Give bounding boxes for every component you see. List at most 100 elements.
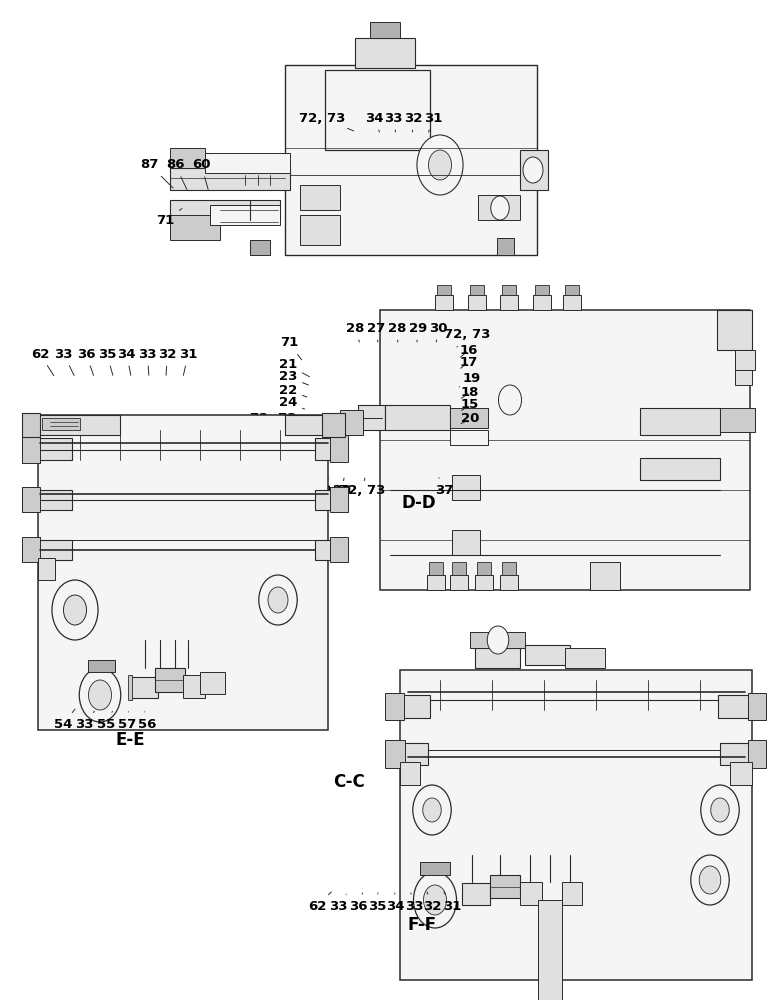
Bar	[355, 38, 415, 68]
Bar	[502, 562, 516, 575]
Text: 34: 34	[118, 348, 136, 375]
Bar	[322, 413, 345, 437]
Bar	[565, 285, 579, 295]
Bar	[88, 660, 115, 672]
Circle shape	[88, 680, 111, 710]
Text: 17: 17	[459, 356, 478, 368]
Text: 33: 33	[406, 893, 424, 912]
Circle shape	[429, 150, 452, 180]
Text: E-E: E-E	[116, 731, 145, 749]
Text: 55: 55	[97, 711, 115, 730]
Bar	[429, 562, 443, 575]
Bar	[470, 632, 525, 648]
Bar	[183, 675, 205, 698]
Text: 71: 71	[156, 209, 182, 227]
Circle shape	[79, 668, 121, 722]
Text: 72, 73: 72, 73	[250, 412, 308, 426]
Bar	[520, 150, 548, 190]
Bar	[315, 540, 336, 560]
Text: 72, 73: 72, 73	[300, 111, 354, 131]
Text: 30: 30	[429, 322, 448, 342]
Bar	[22, 487, 40, 512]
Bar	[205, 153, 290, 173]
Bar	[497, 238, 514, 255]
Text: 54: 54	[54, 709, 75, 730]
Bar	[315, 438, 336, 460]
Text: 33: 33	[138, 348, 157, 375]
Text: 31: 31	[179, 348, 197, 375]
Bar	[330, 487, 348, 512]
Text: 62: 62	[308, 892, 331, 912]
Text: 53: 53	[293, 479, 315, 496]
Bar	[130, 677, 158, 698]
Text: C-C: C-C	[333, 773, 366, 791]
Bar	[300, 215, 340, 245]
Bar	[462, 883, 490, 905]
Text: 34: 34	[366, 111, 384, 132]
Bar	[452, 475, 480, 500]
Bar	[435, 295, 453, 310]
Bar	[38, 438, 72, 460]
Bar	[128, 675, 132, 700]
Text: 60: 60	[192, 158, 210, 189]
Text: 29: 29	[409, 322, 427, 342]
Bar	[380, 310, 750, 590]
Text: 87: 87	[141, 158, 173, 188]
Bar	[330, 537, 348, 562]
Text: 28: 28	[346, 322, 364, 342]
Circle shape	[52, 580, 98, 640]
Text: 31: 31	[443, 892, 462, 912]
Bar	[640, 408, 720, 435]
Bar	[452, 530, 480, 555]
Bar	[170, 168, 290, 190]
Bar	[340, 410, 363, 435]
Bar	[748, 740, 766, 768]
Text: 35: 35	[98, 348, 116, 375]
Circle shape	[523, 157, 543, 183]
Bar	[468, 295, 486, 310]
Text: 56: 56	[137, 712, 156, 730]
Text: 33: 33	[55, 348, 74, 375]
Circle shape	[259, 575, 297, 625]
Bar	[385, 405, 450, 430]
Bar	[718, 695, 752, 718]
Bar	[450, 575, 468, 590]
Text: 32: 32	[404, 111, 422, 132]
Circle shape	[417, 135, 463, 195]
Bar	[358, 405, 385, 430]
Text: 18: 18	[461, 385, 479, 398]
Text: 30: 30	[313, 478, 332, 496]
Bar	[370, 22, 400, 38]
Text: 62: 62	[31, 348, 54, 376]
Bar	[735, 370, 752, 385]
Bar	[538, 900, 562, 1000]
Bar	[470, 285, 484, 295]
Bar	[500, 575, 518, 590]
Bar	[565, 648, 605, 668]
Bar	[200, 672, 225, 694]
Bar	[22, 413, 40, 437]
Text: F-F: F-F	[407, 916, 436, 934]
Circle shape	[711, 798, 729, 822]
Circle shape	[64, 595, 87, 625]
Bar	[250, 240, 270, 255]
Text: 27: 27	[367, 322, 386, 342]
Bar	[478, 195, 520, 220]
Circle shape	[491, 196, 509, 220]
Bar	[38, 540, 72, 560]
Circle shape	[498, 385, 521, 415]
Text: 35: 35	[368, 893, 386, 912]
Circle shape	[423, 885, 446, 915]
Circle shape	[423, 798, 441, 822]
Bar	[525, 645, 570, 665]
Text: 23: 23	[279, 370, 309, 385]
Circle shape	[690, 855, 729, 905]
Bar	[385, 740, 405, 768]
Bar	[38, 558, 55, 580]
Circle shape	[413, 785, 451, 835]
Text: 37: 37	[435, 478, 453, 496]
Bar	[400, 695, 430, 718]
Bar	[300, 185, 340, 210]
Bar	[170, 200, 280, 220]
Bar	[475, 648, 520, 668]
